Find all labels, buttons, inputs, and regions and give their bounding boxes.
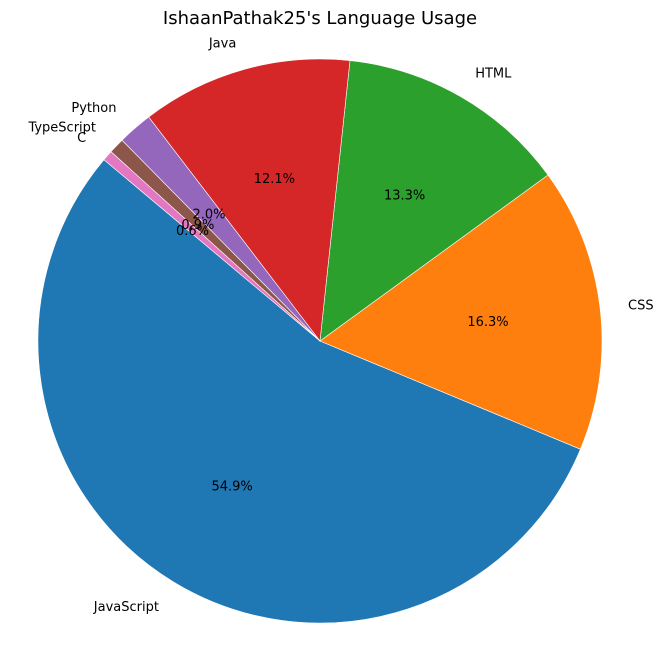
pie-slice-java xyxy=(148,58,351,342)
pie-labels: JavaScript 54.9% CSS 16.3% HTML 13.3% Java 12.1… xyxy=(27,36,653,615)
slice-label-c: C xyxy=(77,131,86,146)
pie-slice-css xyxy=(319,174,603,450)
slice-percent-css: 16.3% xyxy=(467,315,508,330)
slice-label-python: Python xyxy=(71,101,116,116)
pie-slice-html xyxy=(319,60,549,342)
slice-label-javascript: JavaScript xyxy=(93,600,159,615)
slice-label-typescript: TypeScript xyxy=(27,120,96,135)
slice-percent-javascript: 54.9% xyxy=(211,480,252,495)
slice-percent-c: 0.6% xyxy=(176,224,209,239)
slice-label-css: CSS xyxy=(628,299,654,314)
pie-slices xyxy=(37,58,603,624)
slice-label-java: Java xyxy=(208,36,236,51)
chart-title: IshaanPathak25's Language Usage xyxy=(163,8,477,29)
slice-percent-html: 13.3% xyxy=(384,188,425,203)
pie-slice-c xyxy=(103,151,321,342)
slice-label-html: HTML xyxy=(475,66,512,81)
slice-percent-python: 2.0% xyxy=(192,207,225,222)
slice-percent-java: 12.1% xyxy=(254,172,295,187)
slice-percent-typescript: 0.9% xyxy=(181,218,214,233)
pie-slice-javascript xyxy=(37,159,581,624)
